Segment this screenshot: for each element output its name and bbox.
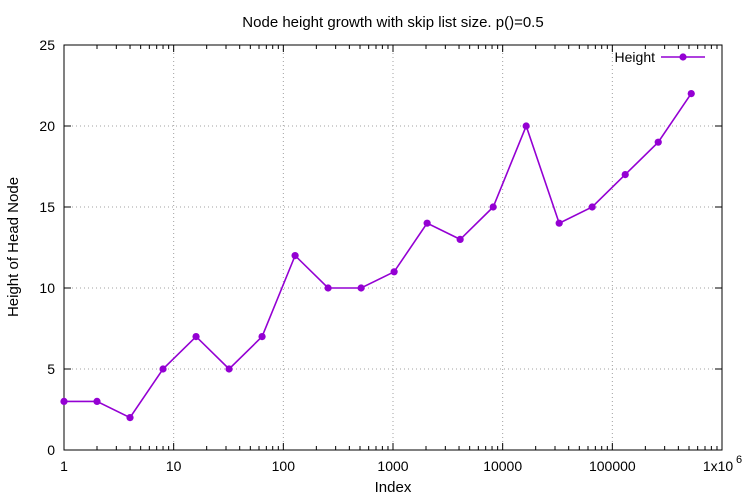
data-point xyxy=(489,203,497,211)
data-point xyxy=(324,284,332,292)
y-tick-label: 5 xyxy=(47,361,55,377)
legend: Height xyxy=(615,49,705,65)
data-point xyxy=(258,333,266,341)
series-height xyxy=(60,90,695,422)
x-tick-label: 10000 xyxy=(483,458,522,474)
x-tick-label: 100000 xyxy=(589,458,636,474)
data-point xyxy=(390,268,398,276)
y-tick-label: 0 xyxy=(47,442,55,458)
grid-lines xyxy=(64,45,722,450)
data-point xyxy=(687,90,695,98)
legend-marker xyxy=(679,53,687,61)
data-point xyxy=(192,333,200,341)
data-point xyxy=(654,138,662,146)
y-axis-label: Height of Head Node xyxy=(5,177,22,317)
chart-title: Node height growth with skip list size. … xyxy=(242,14,543,31)
data-point xyxy=(555,219,563,227)
legend-label: Height xyxy=(615,49,656,65)
data-point xyxy=(357,284,365,292)
data-point xyxy=(588,203,596,211)
series-line xyxy=(64,93,692,419)
x-axis-label: Index xyxy=(375,479,412,496)
x-tick-label: 100 xyxy=(272,458,296,474)
y-tick-label: 20 xyxy=(39,118,55,134)
x-tick-superscript: 6 xyxy=(736,454,742,466)
data-point xyxy=(225,365,233,373)
data-point xyxy=(423,219,431,227)
x-tick-label: 1x10 xyxy=(703,458,734,474)
data-point xyxy=(159,365,167,373)
x-tick-label: 1 xyxy=(60,458,68,474)
data-point xyxy=(621,171,629,179)
axis-ticks: 0 5 10 15 20 25 1 10 100 1000 10000 100000 1x10 6 xyxy=(39,37,742,474)
y-tick-label: 15 xyxy=(39,199,55,215)
data-point xyxy=(60,397,68,405)
data-point xyxy=(522,122,530,130)
y-tick-label: 25 xyxy=(39,37,55,53)
x-tick-label: 1000 xyxy=(377,458,408,474)
data-point xyxy=(126,414,134,422)
data-point xyxy=(291,252,299,260)
y-tick-label: 10 xyxy=(39,280,55,296)
data-point xyxy=(93,397,101,405)
x-tick-label: 10 xyxy=(166,458,182,474)
data-point xyxy=(456,235,464,243)
